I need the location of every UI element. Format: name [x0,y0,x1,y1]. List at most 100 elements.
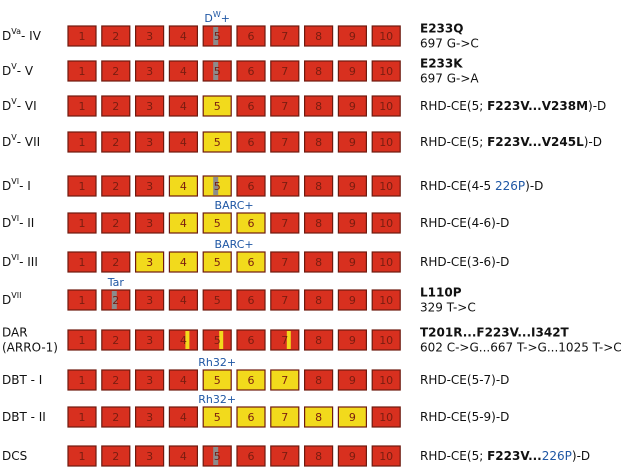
variant-label: DVI- I [2,177,31,193]
exon-number: 2 [112,294,119,307]
variant-label: DV- V [2,62,34,78]
variant-row: DVI- I 1 2 3 4 5 6 7 8 9 10 RHD-CE(4-5 226P)-D [2,175,543,197]
text-run: D [2,29,11,43]
exon-box [202,289,232,311]
text-run: )-D [584,135,602,149]
exon-number: 1 [79,256,86,269]
exon-number: 1 [79,30,86,43]
text-run: D [2,293,11,307]
exon-number: 5 [214,256,221,269]
exon-number: 7 [281,100,288,113]
exon-number: 1 [79,217,86,230]
exon-number: 6 [248,374,255,387]
text-run: - IV [21,29,42,43]
text-run: )-D [588,99,606,113]
text-run: D [204,12,212,25]
exon-box [236,329,266,351]
exon-box [202,212,232,234]
exon-box [168,60,198,82]
exon-number: 3 [146,217,153,230]
exon-box [202,329,232,351]
exon-number: 3 [146,411,153,424]
exon-box [371,406,401,428]
exon-box [236,95,266,117]
exon-number: 2 [112,180,119,193]
exon-number: 4 [180,334,187,347]
exon-box [168,329,198,351]
exon-box [270,251,300,273]
text-run: D [2,64,11,78]
exon-number: 4 [180,411,187,424]
annotation: Tar [107,276,125,289]
exon-box [135,329,165,351]
exon-number: 2 [112,100,119,113]
exon-number: 9 [349,374,356,387]
text-run: RHD-CE(3-6)-D [420,255,509,269]
exon-number: 10 [379,65,393,78]
exon-number: 10 [379,450,393,463]
exon-box [371,60,401,82]
exon-number: 7 [281,334,288,347]
variant-description: 329 T->C [420,300,476,314]
text-run: RHD-CE(5; [420,449,487,463]
exon-box [337,175,367,197]
variant-description: RHD-CE(5; F223V...V238M)-D [420,99,606,113]
exon-box [202,369,232,391]
exon-number: 5 [214,217,221,230]
exon-number: 3 [146,256,153,269]
exon-box [135,131,165,153]
superscript: Va [11,27,21,36]
text-run: D [2,216,11,230]
text-run: DCS [2,449,27,463]
exon-number: 7 [281,450,288,463]
text-run: - VII [17,135,40,149]
variant-row: DAR(ARRO-1) 1 2 3 4 5 6 7 8 9 10 T201R...F223V...I3… [2,325,622,354]
exon-box [67,25,97,47]
variant-row: DCS 1 2 3 4 5 6 7 8 9 10 RHD-CE(5; F223V...226P)-D [2,445,590,467]
exon-box [371,95,401,117]
exon-box [101,60,131,82]
exon-box [304,25,334,47]
exon-number: 7 [281,256,288,269]
exon-number: 10 [379,334,393,347]
annotation: BARC+ [215,199,254,212]
exon-box [371,175,401,197]
exon-number: 4 [180,217,187,230]
exon-number: 6 [248,411,255,424]
exon-number: 10 [379,374,393,387]
exon-box [270,406,300,428]
exon-number: 7 [281,217,288,230]
exon-box [371,131,401,153]
exon-mutation-mark [185,331,190,349]
exon-number: 5 [214,100,221,113]
variant-description: E233Q [420,21,463,35]
exon-box [304,95,334,117]
text-run: - VI [17,99,37,113]
text-run: BARC+ [215,238,254,251]
exon-box [236,369,266,391]
exon-box [168,95,198,117]
exon-box [337,212,367,234]
exon-mutation-mark [286,331,291,349]
text-run: T201R...F223V...I342T [420,325,570,339]
exon-box [101,445,131,467]
exon-number: 9 [349,180,356,193]
superscript: W [213,10,221,19]
exon-number: 10 [379,30,393,43]
exon-number: 5 [214,450,221,463]
exon-box [270,329,300,351]
exon-number: 10 [379,217,393,230]
variant-description: RHD-CE(5-9)-D [420,410,509,424]
exon-number: 2 [112,136,119,149]
exon-number: 6 [248,256,255,269]
exon-number: 9 [349,334,356,347]
variant-label: DVII [2,291,21,307]
variant-label: DVI- II [2,214,34,230]
exon-box [135,95,165,117]
variant-description: L110P [420,285,462,299]
exon-box [67,406,97,428]
exon-box [135,445,165,467]
exon-number: 9 [349,411,356,424]
